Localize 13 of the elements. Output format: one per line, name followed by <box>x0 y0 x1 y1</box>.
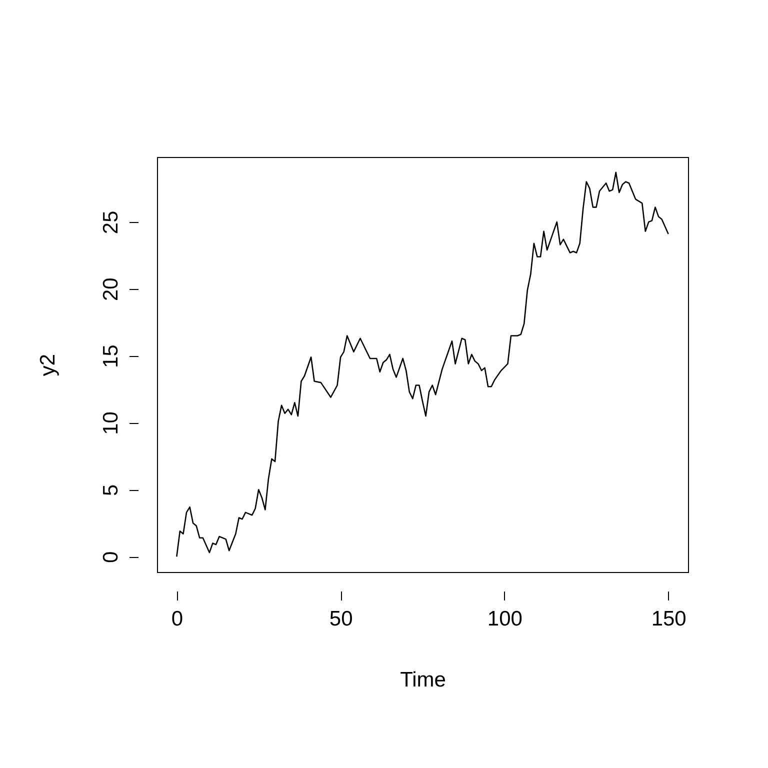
x-tick-label: 100 <box>487 608 522 630</box>
y-tick-label: 10 <box>100 412 122 435</box>
x-tick-label: 0 <box>171 608 184 630</box>
y-tick-label: 15 <box>100 344 122 368</box>
y-tick-label: 25 <box>100 210 122 234</box>
x-tick-label: 150 <box>651 608 686 630</box>
x-tick-label: 50 <box>329 608 353 630</box>
y-tick-label: 20 <box>100 278 122 302</box>
line-series <box>176 172 669 558</box>
x-axis-title: Time <box>400 668 446 692</box>
y-tick-label: 0 <box>100 551 122 563</box>
y-tick-label: 5 <box>100 484 122 496</box>
y-axis-title: y2 <box>36 354 60 376</box>
